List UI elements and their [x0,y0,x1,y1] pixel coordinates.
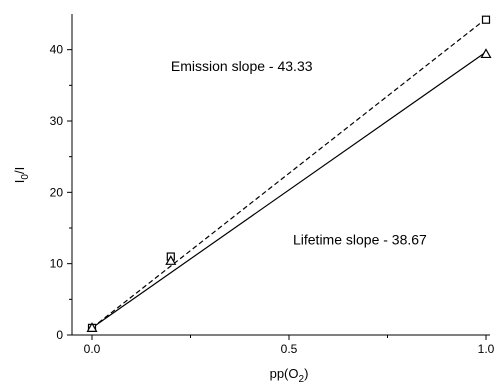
lifetime-fit-line [91,51,487,329]
markers [86,15,492,332]
triangle-marker [165,255,177,265]
x-axis-title: pp(O2) [270,366,309,385]
axes [71,14,490,336]
y-tick-label: 0 [56,328,63,342]
triangle-marker [86,322,98,332]
square-marker [481,15,491,24]
triangle-marker [480,48,492,59]
y-tick-label: 30 [50,114,64,128]
fit-lines [91,18,487,329]
y-axis-title: I0/I [12,167,31,183]
x-tick-label: 0.5 [281,342,298,356]
annotations: Emission slope - 43.33 Lifetime slope - 3… [171,58,427,247]
lifetime-slope-annotation: Lifetime slope - 38.67 [293,231,427,247]
x-tick-label: 1.0 [478,342,495,356]
y-tick-label: 20 [50,185,64,199]
y-tick-label: 40 [50,43,64,57]
y-tick-label: 10 [50,257,64,271]
x-tick-label: 0.0 [84,342,101,356]
x-ticks: 0.0 0.5 1.0 [84,335,495,356]
emission-slope-annotation: Emission slope - 43.33 [171,58,313,74]
emission-fit-line [91,18,487,329]
y-ticks: 0 10 20 30 40 [50,43,72,342]
